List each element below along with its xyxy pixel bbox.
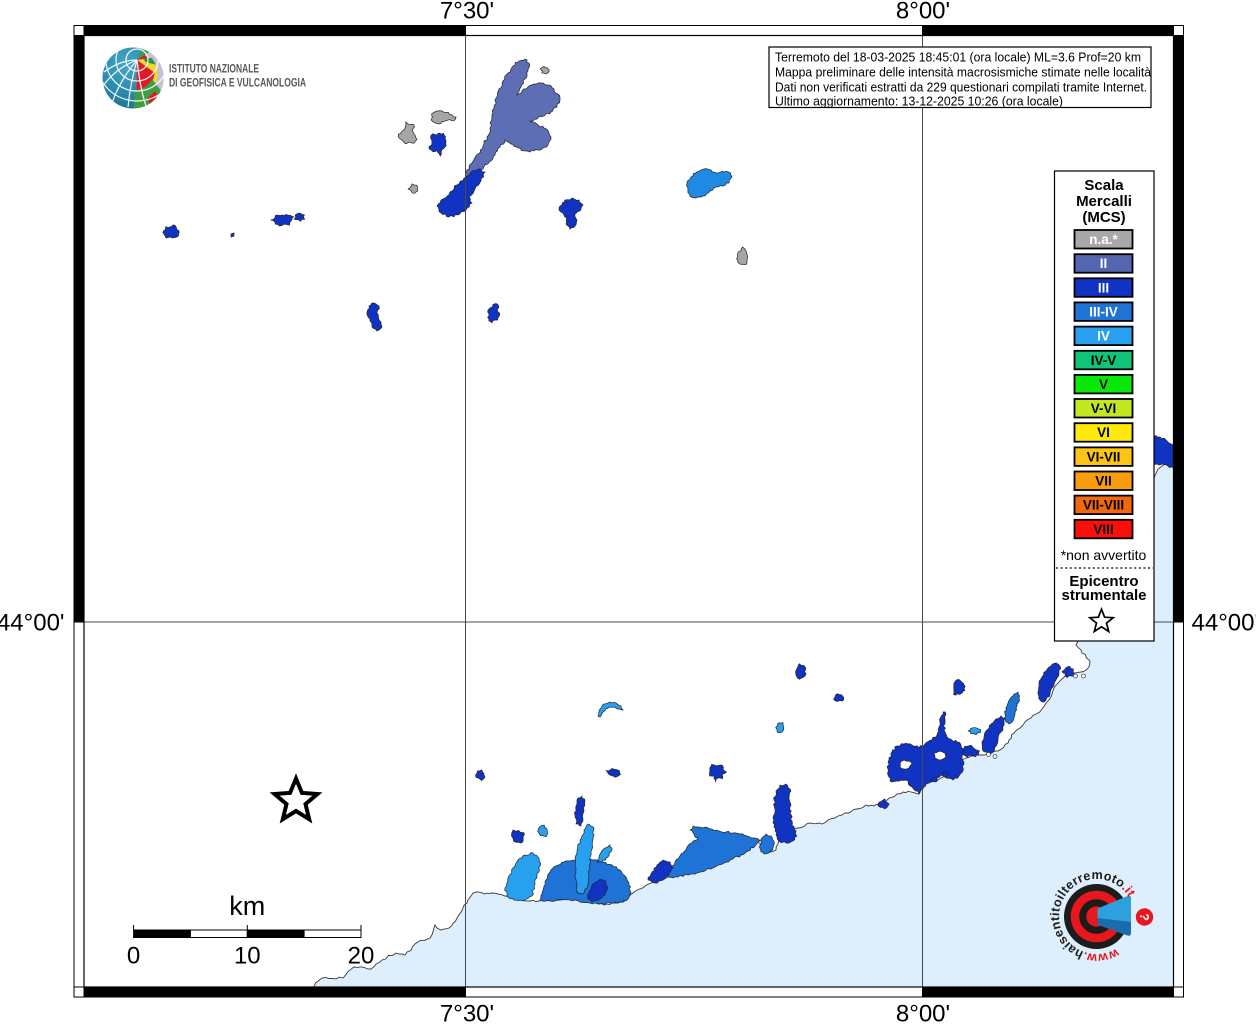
svg-text:Mappa preliminare delle intens: Mappa preliminare delle intensità macros… (775, 66, 1151, 80)
svg-text:*non avvertito: *non avvertito (1061, 547, 1147, 563)
svg-text:ISTITUTO NAZIONALE: ISTITUTO NAZIONALE (169, 64, 259, 76)
svg-text:VII-VIII: VII-VIII (1083, 498, 1124, 513)
svg-text:Terremoto del 18-03-2025 18:45: Terremoto del 18-03-2025 18:45:01 (ora l… (775, 51, 1141, 65)
svg-text:VI-VII: VI-VII (1087, 449, 1121, 464)
svg-text:II: II (1100, 256, 1108, 271)
svg-text:V-VI: V-VI (1091, 401, 1117, 416)
svg-text:Dati non verificati estratti d: Dati non verificati estratti da 229 ques… (775, 81, 1147, 95)
svg-text:V: V (1099, 377, 1108, 392)
svg-text:10: 10 (234, 943, 261, 970)
svg-text:44°00': 44°00' (1192, 610, 1256, 637)
svg-text:VIII: VIII (1093, 522, 1113, 537)
svg-text:20: 20 (348, 943, 375, 970)
svg-text:III-IV: III-IV (1089, 304, 1118, 319)
svg-text:?: ? (1137, 913, 1152, 922)
svg-text:strumentale: strumentale (1061, 587, 1146, 604)
svg-text:Ultimo aggiornamento: 13-12-20: Ultimo aggiornamento: 13-12-2025 10:26 (… (775, 95, 1063, 109)
svg-text:8°00': 8°00' (896, 1001, 950, 1024)
svg-text:8°00': 8°00' (896, 0, 950, 25)
svg-text:0: 0 (127, 943, 140, 970)
svg-text:IV-V: IV-V (1091, 353, 1117, 368)
svg-text:n.a.*: n.a.* (1089, 232, 1118, 247)
svg-text:7°30': 7°30' (440, 1001, 494, 1024)
svg-text:km: km (229, 891, 265, 921)
svg-text:(MCS): (MCS) (1082, 209, 1125, 226)
svg-text:VI: VI (1097, 425, 1110, 440)
svg-text:III: III (1098, 280, 1109, 295)
svg-text:Scala: Scala (1084, 177, 1124, 194)
svg-text:VII: VII (1095, 474, 1112, 489)
svg-text:Epicentro: Epicentro (1069, 573, 1138, 590)
svg-text:44°00': 44°00' (0, 610, 65, 637)
svg-text:Mercalli: Mercalli (1076, 193, 1132, 210)
svg-text:7°30': 7°30' (440, 0, 494, 25)
svg-text:IV: IV (1097, 329, 1110, 344)
svg-text:DI GEOFISICA E VULCANOLOGIA: DI GEOFISICA E VULCANOLOGIA (169, 78, 306, 90)
